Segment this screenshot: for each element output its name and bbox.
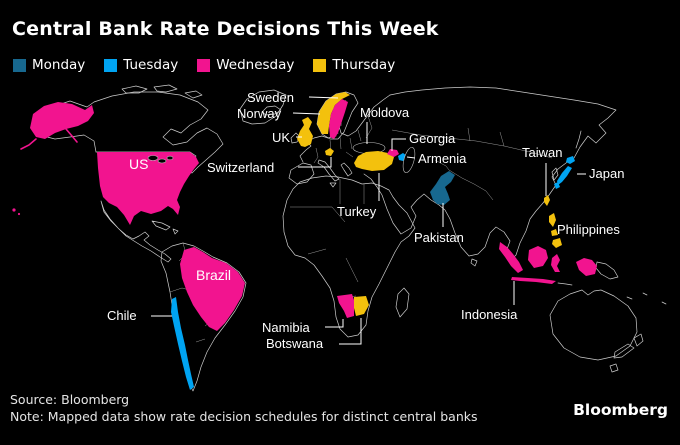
country-fill-philippines <box>549 213 562 248</box>
country-fill-georgia <box>387 149 399 157</box>
legend-item-tuesday: Tuesday <box>104 57 178 73</box>
country-fill-brazil <box>180 247 245 331</box>
map-label-taiwan: Taiwan <box>522 145 563 160</box>
map-label-moldova: Moldova <box>360 105 410 120</box>
map-label-us: US <box>129 156 149 172</box>
country-fill-japan <box>554 156 575 189</box>
label-connectors <box>151 96 586 345</box>
coastline-greenland <box>239 89 287 125</box>
connector-norway <box>292 112 321 115</box>
country-fill-alaska-panhandle <box>65 128 78 143</box>
coastline-scandinavia <box>316 91 359 140</box>
country-fill-alaska <box>30 102 94 139</box>
great-lakes <box>147 155 159 161</box>
map-label-turkey: Turkey <box>337 204 377 219</box>
map-label-philippines: Philippines <box>557 222 620 237</box>
map-label-norway: Norway <box>237 106 282 121</box>
map-label-botswana: Botswana <box>266 336 324 351</box>
country-fill-hawaii <box>12 208 16 212</box>
coastline-mexico-central-america <box>100 200 172 263</box>
coastline-madagascar <box>395 287 410 318</box>
country-fill-indonesia <box>499 242 597 284</box>
country-fill-sweden <box>329 99 348 139</box>
map-label-indonesia: Indonesia <box>461 307 518 322</box>
coastline-arctic-islands <box>121 84 203 99</box>
bloomberg-logo: Bloomberg <box>573 401 668 419</box>
legend: Monday Tuesday Wednesday Thursday <box>13 57 414 73</box>
map-label-armenia: Armenia <box>418 151 467 166</box>
legend-item-thursday: Thursday <box>313 57 395 73</box>
wednesday-swatch <box>197 58 211 72</box>
map-label-japan: Japan <box>589 166 625 181</box>
thursday-swatch <box>313 58 327 72</box>
legend-label: Thursday <box>332 57 396 73</box>
coastline-iberia <box>288 162 315 185</box>
coastline-korea <box>551 167 559 181</box>
coastline-greece <box>340 162 353 177</box>
legend-item-monday: Monday <box>13 57 85 73</box>
map-label-sweden: Sweden <box>247 90 294 105</box>
map-label-chile: Chile <box>107 308 137 323</box>
country-fill-hawaii-2 <box>17 212 21 216</box>
great-lakes-2 <box>157 158 167 164</box>
coastline-tasmania <box>609 363 619 373</box>
country-fill-us <box>97 152 199 225</box>
country-fill-uk <box>297 117 313 147</box>
chart-title: Central Bank Rate Decisions This Week <box>12 18 439 40</box>
country-fill-chile <box>171 297 194 390</box>
country-fill-armenia <box>398 153 407 161</box>
country-fills <box>12 92 597 390</box>
country-fill-namibia <box>337 294 354 318</box>
connector-namibia <box>325 319 344 328</box>
source-line: Source: Bloomberg <box>10 392 130 407</box>
coastlines <box>33 84 667 392</box>
connector-switzerland <box>298 157 332 168</box>
coastline-pacific-islands <box>626 292 667 305</box>
connector-georgia <box>391 138 406 151</box>
country-fill-taiwan <box>544 195 550 206</box>
coastline-iceland <box>261 105 282 116</box>
coastline-cuba-hispaniola <box>151 220 179 235</box>
legend-item-wednesday: Wednesday <box>197 57 294 73</box>
caspian-sea <box>402 147 416 173</box>
country-fill-aleutians <box>20 138 37 150</box>
map-label-brazil: Brazil <box>196 267 232 283</box>
monday-swatch <box>13 58 26 72</box>
map-label-switzerland: Switzerland <box>207 160 275 175</box>
map-label-georgia: Georgia <box>409 131 456 146</box>
note-line: Note: Mapped data show rate decision sch… <box>10 409 478 424</box>
country-fill-norway <box>317 92 350 134</box>
connector-sweden <box>308 96 339 99</box>
country-fill-pakistan <box>430 171 455 205</box>
legend-label: Monday <box>32 57 86 73</box>
map-label-uk: UK <box>272 130 291 145</box>
tuesday-swatch <box>104 58 118 72</box>
borders-asia <box>391 127 553 201</box>
connector-armenia <box>406 156 416 159</box>
connector-botswana <box>339 318 362 345</box>
country-fill-turkey <box>354 151 394 171</box>
coastline-sakhalin <box>575 130 582 149</box>
coastline-africa <box>282 175 416 338</box>
map-label-namibia: Namibia <box>262 320 310 335</box>
coastline-lesser-sunda <box>557 282 573 286</box>
map-label-pakistan: Pakistan <box>414 230 464 245</box>
legend-label: Tuesday <box>123 57 179 73</box>
borders-europe <box>313 115 373 164</box>
coastline-italy <box>317 159 340 188</box>
borders-africa <box>290 179 365 299</box>
coastline-asia <box>363 86 617 262</box>
coastline-new-zealand <box>613 333 644 359</box>
country-fill-botswana <box>354 296 369 316</box>
coastline-png <box>595 261 619 280</box>
legend-label: Wednesday <box>216 57 295 73</box>
coastline-sri-lanka <box>470 258 478 267</box>
country-fill-switzerland <box>325 148 334 156</box>
coastline-australia <box>549 289 638 361</box>
great-lakes-3 <box>166 155 174 161</box>
